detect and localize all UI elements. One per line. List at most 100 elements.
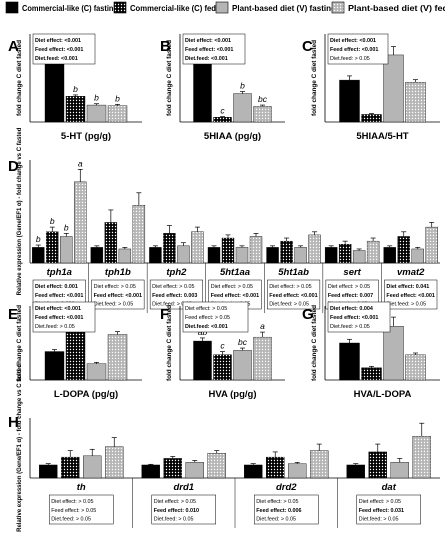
- bar: [141, 464, 160, 479]
- bar: [191, 231, 204, 264]
- x-axis-label: 5-HT (pg/g): [61, 131, 111, 142]
- legend-item: Plant-based diet (V) fed: [331, 1, 445, 14]
- stats-line: Diet effect: > 0.05: [359, 499, 401, 505]
- bar: [44, 54, 65, 123]
- bar: [193, 340, 212, 381]
- stats-line: Diet effect: > 0.05: [152, 284, 194, 290]
- category-label: tph1a: [47, 267, 72, 278]
- significance-letter: a: [260, 321, 265, 331]
- bar: [266, 247, 279, 264]
- category-label: drd1: [173, 482, 194, 493]
- significance-letter: b: [36, 234, 41, 244]
- stats-box: [91, 279, 145, 310]
- stats-line: Feed effect: 0.007: [328, 293, 373, 299]
- stats-line: Feed effect: <0.001: [330, 315, 378, 321]
- stats-line: Diet effect: > 0.05: [256, 499, 298, 505]
- bar: [339, 342, 360, 381]
- significance-letter: bc: [258, 94, 268, 104]
- stats-line: Diet effect: <0.001: [330, 38, 376, 44]
- bar: [149, 247, 162, 264]
- bar: [44, 351, 65, 381]
- legend-item: Plant-based diet (V) fasting: [215, 1, 336, 14]
- bar: [288, 463, 307, 479]
- bar: [83, 455, 102, 479]
- stats-line: Diet.feed: > 0.05: [154, 517, 194, 523]
- category-label: th: [77, 482, 86, 493]
- stats-line: Diet effect: > 0.05: [211, 284, 253, 290]
- y-axis-label: fold change C diet fasted: [311, 305, 318, 381]
- stats-line: Feed effect: <0.001: [386, 293, 434, 299]
- bar: [193, 54, 212, 123]
- bar: [104, 222, 118, 264]
- bar: [118, 248, 132, 264]
- bar: [221, 237, 235, 264]
- bar: [86, 104, 107, 123]
- significance-letter: b: [94, 93, 99, 103]
- panel-letter: F: [160, 306, 169, 323]
- stats-line: Diet effect: > 0.05: [94, 284, 136, 290]
- bar: [249, 236, 263, 264]
- bar: [383, 326, 404, 381]
- panel-letter: B: [160, 38, 171, 55]
- stats-line: Diet effect: > 0.05: [51, 499, 93, 505]
- stats-box: [151, 494, 216, 525]
- legend-swatch: [5, 1, 19, 14]
- bar: [90, 247, 104, 264]
- stats-box: [327, 33, 389, 65]
- stats-line: Diet effect: <0.001: [185, 38, 231, 44]
- significance-letter: c: [220, 341, 225, 351]
- stats-line: Diet.feed: <0.001: [185, 324, 228, 330]
- category-label: dat: [382, 482, 397, 493]
- bar: [411, 248, 424, 264]
- stats-line: Diet effect: > 0.05: [269, 284, 311, 290]
- bar: [383, 54, 404, 123]
- y-axis-label: fold change C diet fasted: [166, 40, 173, 116]
- category-label: sert: [343, 267, 361, 278]
- stats-box: [356, 494, 421, 525]
- stats-line: Diet.feed: > 0.05: [330, 56, 370, 62]
- stats-line: Diet.feed: > 0.05: [35, 324, 75, 330]
- bar: [425, 226, 438, 264]
- y-axis-label: Relative expression (Gene/EF1 α) - fold …: [17, 127, 23, 295]
- stats-line: Feed effect: > 0.05: [185, 315, 230, 321]
- stats-line: Diet effect: <0.001: [35, 38, 81, 44]
- significance-letter: b: [73, 84, 78, 94]
- bar: [338, 244, 352, 264]
- bar: [61, 456, 80, 479]
- bar: [253, 106, 272, 123]
- stats-line: Diet effect: 0.001: [35, 284, 78, 290]
- stats-line: Diet effect: 0.004: [330, 306, 373, 312]
- bar: [361, 114, 382, 123]
- stats-box: [32, 301, 96, 333]
- legend-label: Plant-based diet (V) fasting: [232, 4, 336, 13]
- legend-label: Commercial-like (C) fed: [130, 4, 216, 13]
- bar: [253, 336, 272, 381]
- stats-box: [32, 33, 96, 65]
- stats-line: Diet effect: > 0.05: [328, 284, 370, 290]
- stats-line: Diet effect: > 0.05: [185, 306, 227, 312]
- bar: [235, 247, 249, 264]
- bar: [352, 250, 366, 264]
- stats-line: Feed effect: 0.031: [359, 508, 404, 514]
- stats-line: Diet.feed: > 0.05: [359, 517, 399, 523]
- y-axis-label: fold change C diet fasted: [166, 305, 173, 381]
- legend-label: Commercial-like (C) fasting: [22, 4, 118, 13]
- bar: [60, 236, 73, 264]
- stats-line: Feed effect: <0.001: [35, 315, 83, 321]
- bar: [32, 247, 45, 264]
- stats-line: Diet effect: > 0.05: [154, 499, 196, 505]
- bar: [233, 93, 252, 123]
- bar: [324, 247, 338, 264]
- stats-line: Feed effect: 0.003: [152, 293, 197, 299]
- stats-line: Feed effect: > 0.05: [51, 508, 96, 514]
- panel-letter: G: [302, 306, 314, 323]
- bar: [366, 240, 380, 264]
- category-label: vmat2: [397, 267, 425, 278]
